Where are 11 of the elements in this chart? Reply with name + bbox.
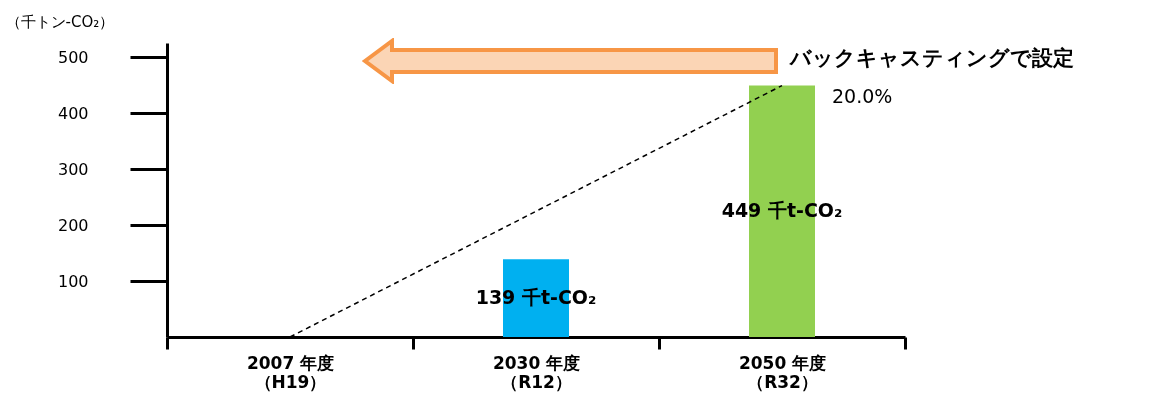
x-tick-label: 2007 年度（H19） xyxy=(246,352,335,392)
annotation: バックキャスティングで設定 xyxy=(790,45,1074,72)
y-tick-label: 300 xyxy=(57,159,89,179)
y-tick-label: 500 xyxy=(57,47,89,67)
x-tick-label: 2050 年度（R32） xyxy=(738,352,827,392)
y-tick-label: 200 xyxy=(57,215,89,235)
x-tick-label: 2030 年度（R12） xyxy=(492,352,581,392)
annotation: 20.0% xyxy=(832,84,893,107)
y-tick-label: 400 xyxy=(57,103,89,123)
y-axis-title: （千トン-CO₂） xyxy=(5,12,115,31)
y-tick-label: 100 xyxy=(57,271,89,291)
